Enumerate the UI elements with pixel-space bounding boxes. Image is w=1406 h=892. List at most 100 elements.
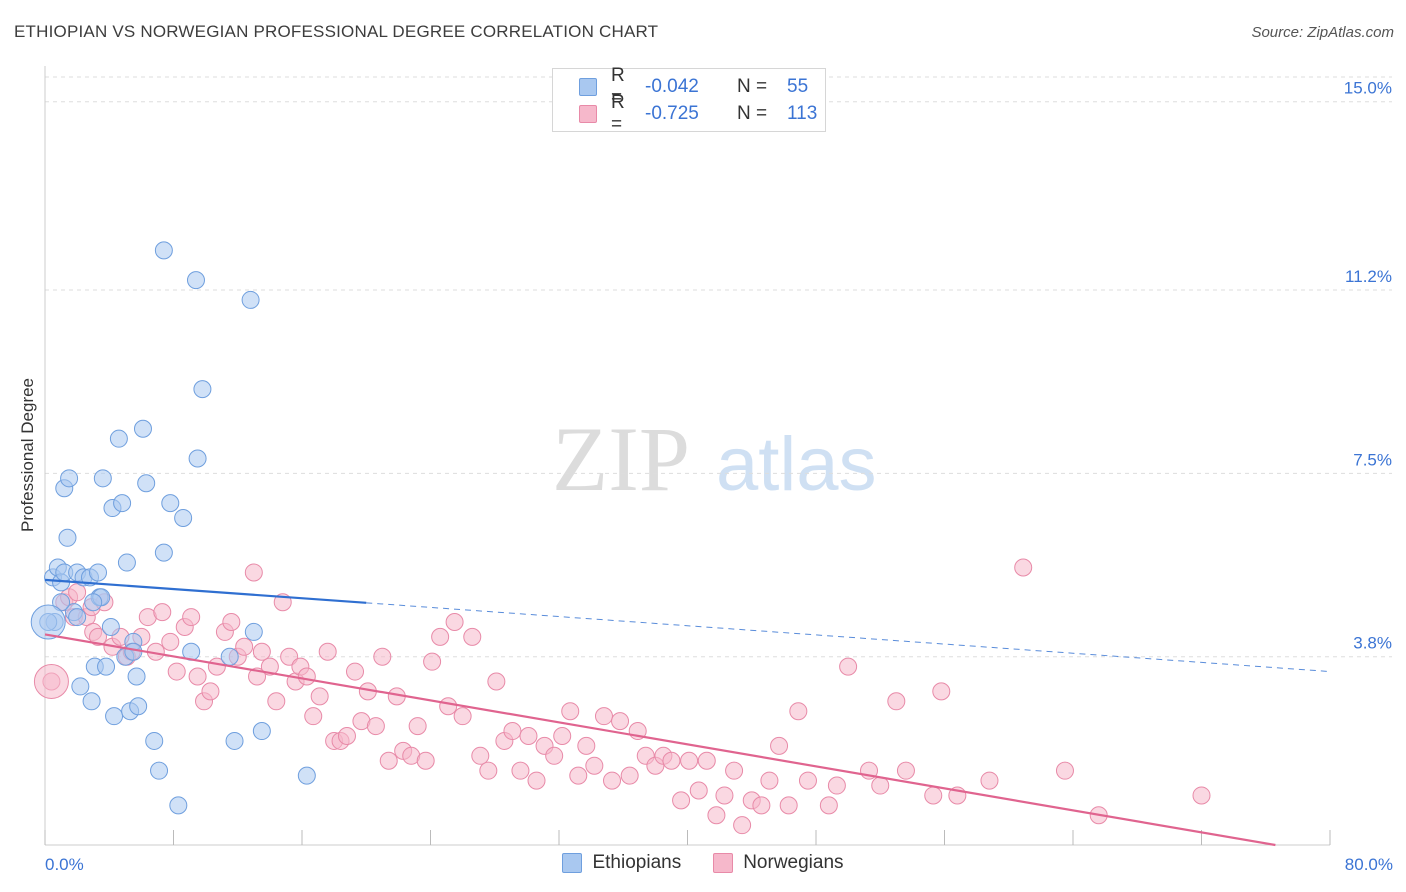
- norwegian-point: [511, 761, 530, 780]
- ethiopian-point: [113, 494, 132, 513]
- norwegian-point: [318, 642, 337, 661]
- ethiopian-point: [188, 449, 207, 468]
- series-legend: Ethiopians Norwegians: [0, 852, 1406, 874]
- norwegian-point: [366, 717, 385, 736]
- norwegian-point: [752, 796, 771, 815]
- ethiopian-point: [150, 761, 169, 780]
- norwegian-point: [569, 766, 588, 785]
- ethiopian-point: [82, 692, 101, 711]
- norwegian-point: [423, 652, 442, 671]
- ethiopian-point: [174, 508, 193, 527]
- norwegian-point: [68, 583, 87, 602]
- y-tick-label: 7.5%: [1353, 450, 1392, 469]
- norwegian-point: [561, 702, 580, 721]
- norwegian-points: [33, 558, 1211, 835]
- norwegian-point: [89, 627, 108, 646]
- ethiopian-point: [225, 731, 244, 750]
- ethiopian-point: [244, 622, 263, 641]
- norwegian-point: [545, 746, 564, 765]
- ethiopian-point: [89, 563, 108, 582]
- norwegian-point: [553, 726, 572, 745]
- norwegian-point: [662, 751, 681, 770]
- x-tick-label: 0.0%: [45, 855, 84, 874]
- legend-r-label: R =: [611, 92, 625, 135]
- norwegian-point: [932, 682, 951, 701]
- norwegian-point: [620, 766, 639, 785]
- norwegian-point: [798, 771, 817, 790]
- norwegian-point: [1192, 786, 1211, 805]
- legend-r-value: -0.042: [645, 76, 699, 97]
- norwegian-point: [789, 702, 808, 721]
- ethiopian-point: [58, 528, 77, 547]
- norwegian-point: [463, 627, 482, 646]
- norwegian-point: [297, 667, 316, 686]
- ethiopian-trend-line: [44, 578, 367, 604]
- legend-n-label: N =: [737, 76, 768, 97]
- norwegian-point: [770, 736, 789, 755]
- norwegian-point: [611, 712, 630, 731]
- norwegian-point: [439, 697, 458, 716]
- norwegian-point: [924, 786, 943, 805]
- norwegian-point: [310, 687, 329, 706]
- norwegian-point: [182, 608, 201, 627]
- legend-swatch-blue: [579, 78, 597, 96]
- norwegian-point: [416, 751, 435, 770]
- norwegian-point: [519, 726, 538, 745]
- legend-r-value: -0.725: [645, 103, 699, 124]
- ethiopian-point: [154, 241, 173, 260]
- norwegian-point: [244, 563, 263, 582]
- legend-swatch-pink: [713, 853, 734, 873]
- norwegian-point: [577, 736, 596, 755]
- legend-row-ethiopians: R = -0.042 N = 55: [579, 65, 808, 108]
- norwegian-point: [188, 667, 207, 686]
- ethiopian-point: [186, 271, 205, 290]
- norwegian-point: [445, 613, 464, 632]
- norwegian-point: [707, 806, 726, 825]
- norwegian-point: [585, 756, 604, 775]
- legend-label-ethiopians: Ethiopians: [592, 852, 682, 873]
- ethiopian-point: [101, 617, 120, 636]
- norwegian-point: [760, 771, 779, 790]
- norwegian-point: [431, 627, 450, 646]
- ethiopian-point: [252, 722, 271, 741]
- ethiopian-point: [124, 642, 143, 661]
- norwegian-point: [453, 707, 472, 726]
- ethiopian-point: [169, 796, 188, 815]
- norwegian-point: [167, 662, 186, 681]
- x-tick-label: 80.0%: [1345, 855, 1393, 874]
- norwegian-point-large: [33, 663, 69, 699]
- ethiopian-point: [109, 429, 128, 448]
- axes: [44, 66, 1331, 846]
- ethiopian-point: [129, 697, 148, 716]
- norwegian-point: [896, 761, 915, 780]
- norwegian-point: [346, 662, 365, 681]
- legend-item-ethiopians: Ethiopians: [562, 852, 681, 874]
- norwegian-point: [680, 751, 699, 770]
- norwegian-point: [819, 796, 838, 815]
- correlation-legend: R = -0.042 N = 55 R = -0.725 N = 113: [552, 65, 826, 135]
- y-tick-label: 3.8%: [1353, 634, 1392, 653]
- ethiopian-point: [71, 677, 90, 696]
- norwegian-point: [161, 632, 180, 651]
- legend-r-label: R =: [611, 65, 625, 108]
- norwegian-point: [260, 657, 279, 676]
- ethiopian-point: [193, 380, 212, 399]
- ethiopian-point: [97, 657, 116, 676]
- norwegian-point: [980, 771, 999, 790]
- norwegian-point: [304, 707, 323, 726]
- legend-n-label: N =: [737, 103, 768, 124]
- norwegian-point: [697, 751, 716, 770]
- ethiopian-point: [127, 667, 146, 686]
- y-tick-label: 11.2%: [1345, 267, 1392, 286]
- norwegian-point: [672, 791, 691, 810]
- legend-swatch-blue: [562, 853, 583, 873]
- norwegian-point: [603, 771, 622, 790]
- ethiopian-point: [117, 553, 136, 572]
- norwegian-point: [871, 776, 890, 795]
- tick-labels: 3.8% 7.5% 11.2% 15.0% 0.0% 80.0%: [45, 79, 1393, 874]
- norwegian-point: [201, 682, 220, 701]
- norwegian-point: [733, 816, 752, 835]
- chart-title: ETHIOPIAN VS NORWEGIAN PROFESSIONAL DEGR…: [14, 22, 659, 41]
- watermark-atlas: atlas: [716, 422, 877, 507]
- norwegian-point: [839, 657, 858, 676]
